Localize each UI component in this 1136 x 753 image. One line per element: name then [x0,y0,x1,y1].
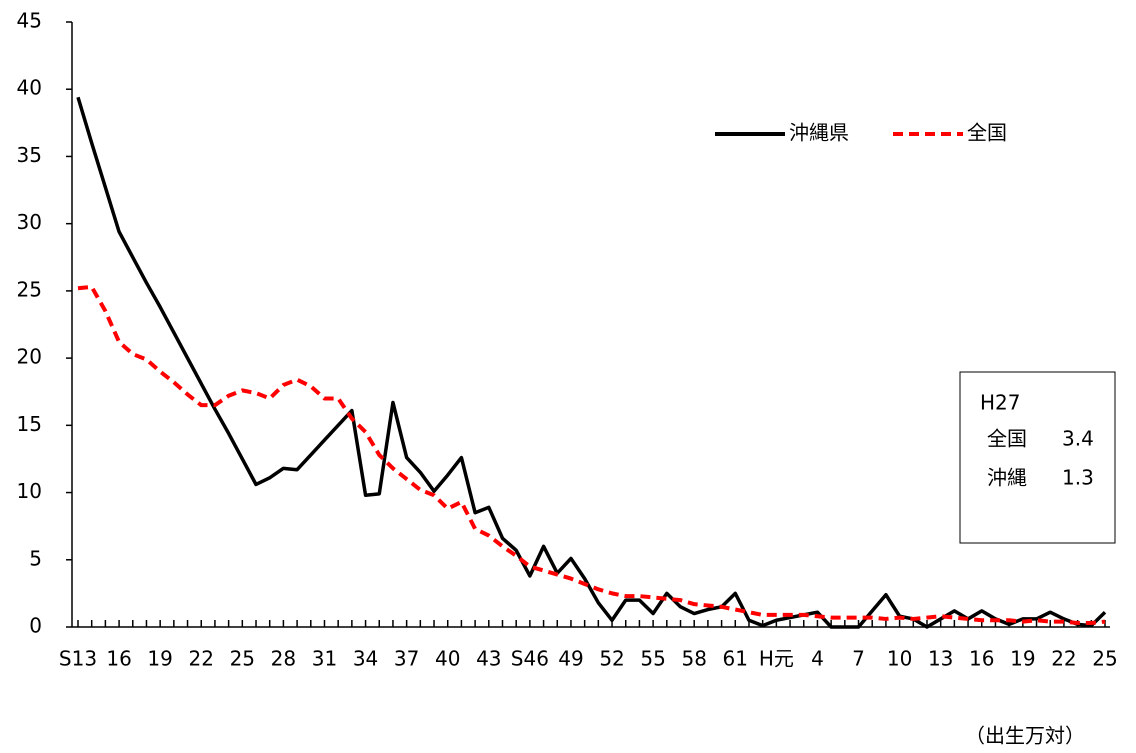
x-tick-label: 61 [723,647,748,671]
x-tick-label: 4 [811,647,824,671]
annotation-box [959,371,1116,544]
x-tick-label: 28 [271,647,296,671]
y-tick-label: 0 [29,614,42,638]
y-tick-label: 5 [29,546,42,570]
y-tick-label: 10 [17,479,42,503]
x-tick-label: 10 [887,647,912,671]
y-tick-label: 30 [17,210,42,234]
x-tick-label: 31 [312,647,337,671]
x-tick-label: 25 [1092,647,1117,671]
legend-label: 沖縄県 [789,121,849,145]
x-tick-label: 22 [1051,647,1076,671]
y-tick-label: 15 [17,412,42,436]
x-tick-label: S13 [59,647,97,671]
x-tick-label: 55 [640,647,665,671]
annotation-label: 全国 [987,427,1027,451]
x-tick-label: S46 [511,647,549,671]
annotation-value: 3.4 [1062,427,1094,451]
y-tick-label: 25 [17,277,42,301]
series-line [77,284,1106,625]
x-tick-label: 37 [394,647,419,671]
x-tick-label: 52 [599,647,624,671]
x-tick-label: 40 [435,647,460,671]
x-tick-label: 19 [147,647,172,671]
x-tick-label: 22 [189,647,214,671]
legend-label: 全国 [967,121,1007,145]
x-tick-label: H元 [759,647,794,671]
x-tick-label: 43 [476,647,501,671]
x-tick-label: 7 [852,647,865,671]
annotation-title: H27 [980,391,1021,415]
annotation-value: 1.3 [1062,466,1094,490]
x-tick-label: 34 [353,647,378,671]
annotation-label: 沖縄 [987,466,1027,490]
x-tick-label: 13 [928,647,953,671]
x-tick-label: 49 [558,647,583,671]
y-tick-label: 40 [17,76,42,100]
unit-note: （出生万対） [965,724,1085,748]
x-tick-label: 16 [106,647,131,671]
y-tick-label: 45 [17,9,42,33]
x-tick-label: 58 [681,647,706,671]
series-line [76,96,1107,629]
x-tick-label: 19 [1010,647,1035,671]
y-tick-label: 20 [17,345,42,369]
x-tick-label: 16 [969,647,994,671]
y-tick-label: 35 [17,143,42,167]
x-tick-label: 25 [230,647,255,671]
